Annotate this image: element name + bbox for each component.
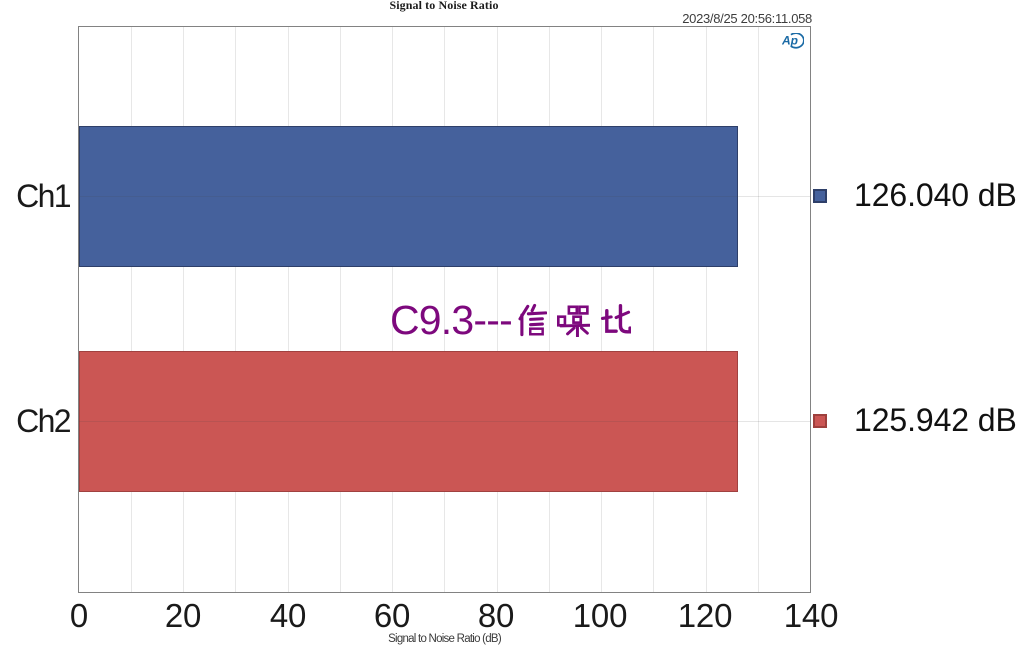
svg-text:Ap: Ap	[782, 34, 798, 48]
